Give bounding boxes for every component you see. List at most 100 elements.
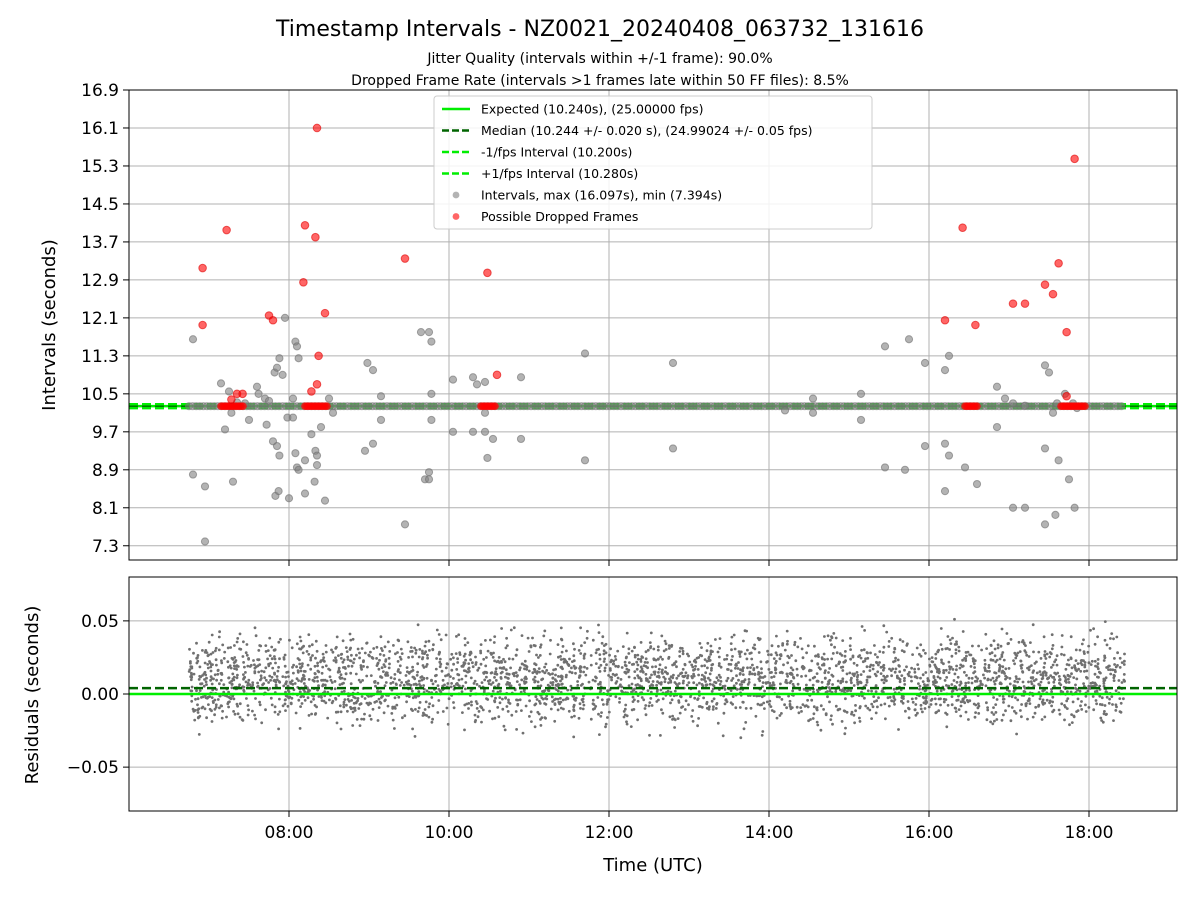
residual-point bbox=[434, 674, 437, 678]
residual-point bbox=[890, 674, 893, 678]
interval-point bbox=[416, 328, 426, 337]
residual-point bbox=[434, 667, 438, 671]
residual-point bbox=[1039, 657, 1043, 660]
residual-point bbox=[461, 684, 465, 688]
residual-point bbox=[479, 649, 482, 653]
residual-point bbox=[992, 680, 996, 683]
residual-point bbox=[1042, 666, 1046, 669]
residual-point bbox=[697, 690, 701, 694]
residual-point bbox=[556, 643, 560, 646]
residual-point bbox=[277, 680, 281, 683]
residual-point bbox=[946, 647, 949, 650]
residual-point bbox=[1122, 697, 1125, 701]
residual-point bbox=[801, 703, 805, 706]
residual-point bbox=[374, 684, 377, 688]
residual-point bbox=[302, 673, 305, 677]
residual-point bbox=[823, 676, 827, 680]
residual-point bbox=[505, 636, 508, 640]
residual-point bbox=[283, 664, 287, 668]
residual-point bbox=[289, 701, 293, 705]
residual-point bbox=[831, 722, 834, 726]
residual-point bbox=[473, 679, 477, 683]
residual-point bbox=[515, 648, 519, 652]
residual-point bbox=[196, 703, 199, 707]
residual-point bbox=[639, 677, 643, 681]
residual-point bbox=[730, 635, 734, 639]
residual-point bbox=[454, 652, 458, 655]
residual-point bbox=[750, 672, 754, 676]
residual-point bbox=[321, 665, 325, 669]
residual-point bbox=[1014, 656, 1018, 660]
interval-point bbox=[264, 396, 274, 406]
residual-point bbox=[810, 659, 814, 663]
residual-point bbox=[705, 683, 709, 687]
residual-point bbox=[962, 700, 965, 703]
residual-point bbox=[530, 720, 533, 723]
residual-point bbox=[384, 681, 388, 684]
residual-point bbox=[1019, 659, 1023, 663]
residual-point bbox=[418, 701, 422, 704]
residual-point bbox=[477, 666, 481, 670]
residual-point bbox=[281, 704, 285, 708]
residual-point bbox=[346, 709, 349, 713]
residual-point bbox=[577, 649, 581, 652]
residual-point bbox=[726, 668, 730, 671]
residual-point bbox=[989, 643, 993, 647]
residual-point bbox=[469, 651, 473, 655]
residual-point bbox=[1083, 670, 1086, 673]
residual-point bbox=[789, 679, 793, 683]
residual-point bbox=[1009, 638, 1013, 641]
residual-point bbox=[1095, 689, 1099, 693]
residual-point bbox=[464, 674, 468, 678]
residual-point bbox=[400, 681, 403, 684]
residual-point bbox=[298, 647, 301, 651]
residual-point bbox=[1012, 689, 1016, 693]
residual-point bbox=[559, 675, 563, 678]
residual-point bbox=[742, 679, 745, 683]
residual-point bbox=[964, 681, 968, 685]
residual-point bbox=[352, 661, 355, 665]
residual-point bbox=[876, 655, 879, 659]
residual-point bbox=[697, 673, 700, 677]
residual-point bbox=[363, 697, 367, 700]
residual-point bbox=[589, 654, 593, 657]
residual-point bbox=[269, 678, 272, 682]
residual-point bbox=[852, 713, 856, 717]
residual-point bbox=[945, 725, 949, 729]
residual-point bbox=[256, 681, 259, 685]
residual-point bbox=[583, 652, 587, 656]
residual-point bbox=[506, 710, 510, 713]
residual-point bbox=[538, 699, 541, 703]
interval-point bbox=[580, 456, 590, 465]
residual-point bbox=[916, 663, 920, 666]
dropped-frame-point bbox=[1081, 402, 1089, 410]
residual-point bbox=[559, 655, 562, 658]
residual-point bbox=[441, 710, 445, 713]
dropped-frame-point bbox=[400, 254, 410, 263]
residual-point bbox=[533, 679, 537, 683]
residual-point bbox=[780, 698, 784, 701]
residual-point bbox=[838, 707, 842, 711]
residual-point bbox=[227, 705, 231, 709]
residual-point bbox=[872, 695, 876, 698]
residual-point bbox=[1076, 697, 1080, 701]
interval-point bbox=[244, 415, 254, 425]
residual-point bbox=[378, 658, 381, 662]
interval-point bbox=[294, 465, 303, 474]
residual-point bbox=[945, 713, 949, 716]
interval-point bbox=[940, 439, 950, 448]
residual-point bbox=[310, 712, 313, 716]
residual-point bbox=[1068, 675, 1072, 678]
residual-point bbox=[257, 649, 261, 652]
residual-point bbox=[385, 671, 388, 675]
residual-point bbox=[992, 639, 996, 643]
residual-point bbox=[874, 684, 878, 687]
residual-point bbox=[437, 687, 441, 691]
residual-point bbox=[662, 649, 666, 653]
residual-point bbox=[868, 708, 872, 712]
residual-point bbox=[950, 703, 954, 707]
residual-point bbox=[949, 665, 953, 669]
residual-point bbox=[421, 656, 425, 659]
residual-point bbox=[246, 684, 250, 687]
residual-point bbox=[990, 711, 994, 714]
